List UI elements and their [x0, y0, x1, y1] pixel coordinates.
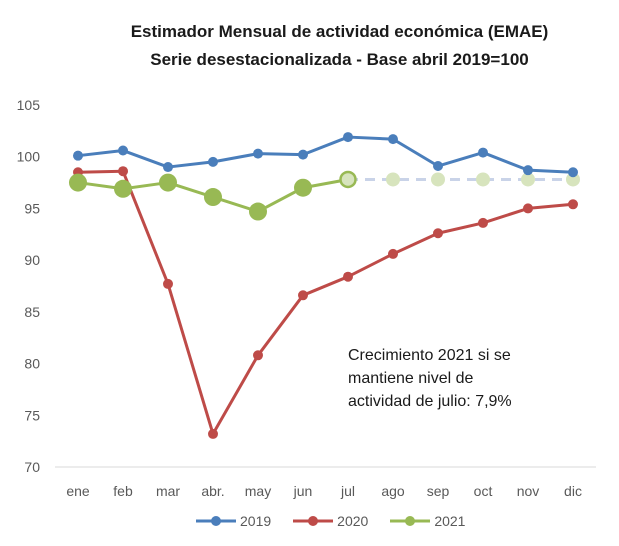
x-tick-label: feb [113, 483, 133, 499]
x-tick-label: mar [156, 483, 180, 499]
y-tick-label: 100 [17, 149, 41, 165]
x-tick-label: oct [474, 483, 493, 499]
data-point-2020 [118, 166, 128, 177]
data-point-2021 [249, 202, 267, 221]
legend-item-2020[interactable]: 2020 [293, 513, 368, 529]
data-point-2019 [523, 165, 533, 176]
series-line-2020 [77, 169, 574, 436]
data-point-2020 [163, 278, 173, 289]
legend: 2019 2020 2021 [196, 513, 465, 529]
data-point-2019 [478, 147, 488, 158]
annotation-line: mantiene nivel de [348, 370, 474, 387]
projection-point [476, 172, 490, 187]
data-point-2021 [114, 179, 132, 198]
legend-label: 2021 [434, 513, 466, 529]
chart-subtitle: Serie desestacionalizada - Base abril 20… [150, 50, 529, 69]
y-tick-label: 70 [24, 459, 40, 475]
legend-marker-2021-icon [390, 516, 431, 526]
annotation-line: actividad de julio: 7,9% [348, 393, 512, 410]
growth-annotation: Crecimiento 2021 si se mantiene nivel de… [348, 344, 568, 413]
legend-marker-2020-icon [293, 516, 334, 526]
y-tick-label: 105 [17, 97, 41, 113]
series-line-2019 [77, 135, 574, 174]
projection-point [386, 172, 400, 187]
x-tick-label: sep [427, 483, 450, 499]
data-point-2019 [433, 161, 443, 172]
data-point-2019 [163, 162, 173, 173]
legend-label: 2020 [337, 513, 369, 529]
x-tick-label: jun [293, 483, 313, 499]
data-point-2021 [159, 173, 177, 192]
data-point-2019 [208, 156, 218, 167]
data-point-2021 [339, 170, 357, 189]
data-point-2021 [69, 173, 87, 192]
data-point-2020 [208, 428, 218, 439]
data-point-2020 [343, 271, 353, 282]
data-point-2020 [433, 228, 443, 239]
data-point-2020 [478, 217, 488, 228]
data-point-2019 [253, 148, 263, 159]
projection-point [431, 172, 445, 187]
data-point-2021 [294, 178, 312, 197]
data-point-2019 [118, 145, 128, 156]
data-point-2020 [388, 248, 398, 259]
y-tick-label: 85 [24, 304, 40, 320]
y-tick-label: 80 [24, 356, 40, 372]
data-point-2019 [388, 134, 398, 145]
legend-marker-2019-icon [196, 516, 236, 526]
data-point-2020 [568, 199, 578, 210]
data-point-2019 [343, 132, 353, 143]
x-tick-label: ago [381, 483, 405, 499]
x-tick-label: nov [517, 483, 540, 499]
projection-point [521, 172, 535, 187]
x-tick-label: dic [564, 483, 582, 499]
legend-item-2021[interactable]: 2021 [390, 513, 465, 529]
y-tick-label: 75 [24, 407, 40, 423]
x-tick-label: may [245, 483, 271, 499]
chart-title: Estimador Mensual de actividad económica… [130, 22, 549, 41]
x-tick-label: ene [66, 483, 90, 499]
data-point-2019 [73, 150, 83, 161]
annotation-line: Crecimiento 2021 si se [348, 347, 511, 364]
data-point-2020 [523, 203, 533, 214]
y-tick-label: 95 [24, 200, 40, 216]
legend-label: 2019 [240, 513, 272, 529]
y-tick-label: 90 [24, 252, 40, 268]
x-tick-label: abr. [201, 483, 224, 499]
data-point-2021 [204, 188, 222, 207]
projection-point [566, 172, 580, 187]
data-point-2019 [568, 167, 578, 178]
data-point-2019 [298, 149, 308, 160]
x-tick-label: jul [340, 483, 355, 499]
data-point-2020 [298, 290, 308, 301]
data-point-2020 [253, 350, 263, 361]
legend-item-2019[interactable]: 2019 [196, 513, 271, 529]
